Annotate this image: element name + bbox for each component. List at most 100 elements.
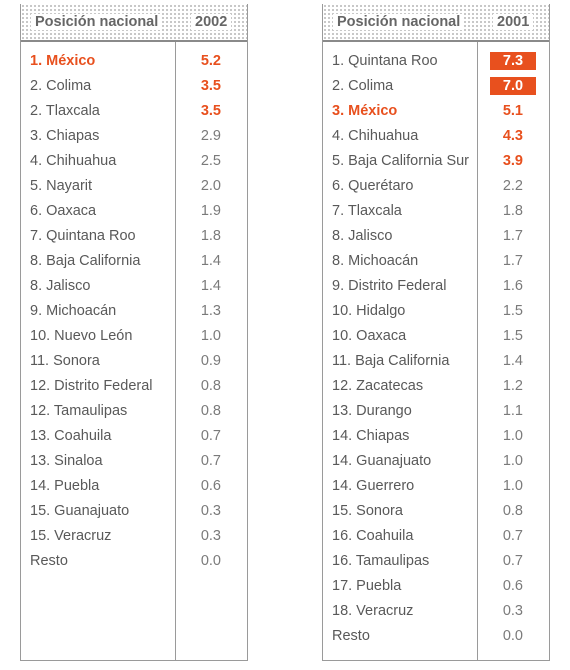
- row-name: 4. Chihuahua: [30, 153, 117, 169]
- row-name: 5. Baja California Sur: [332, 153, 470, 169]
- table-header: Posición nacional 2001: [323, 4, 549, 42]
- row-value: 2.5: [200, 153, 221, 169]
- table-row: 12. Zacatecas 1.2: [323, 375, 549, 400]
- table-row: 14. Guanajuato 1.0: [323, 450, 549, 475]
- table-row: 4. Chihuahua 4.3: [323, 125, 549, 150]
- table-row: 6. Oaxaca 1.9: [21, 200, 247, 225]
- row-name: 10. Nuevo León: [30, 328, 133, 344]
- row-name: 6. Querétaro: [332, 178, 414, 194]
- row-value: 1.7: [502, 253, 523, 269]
- row-value: 2.2: [502, 178, 523, 194]
- table-row: 5. Nayarit 2.0: [21, 175, 247, 200]
- row-name: 10. Oaxaca: [332, 328, 407, 344]
- row-value: 1.8: [200, 228, 221, 244]
- row-value: 1.8: [502, 203, 523, 219]
- row-name: 2. Tlaxcala: [30, 103, 100, 119]
- row-value: 5.1: [502, 103, 523, 119]
- row-name: 18. Veracruz: [332, 603, 414, 619]
- table-row: 13. Durango 1.1: [323, 400, 549, 425]
- row-name: 12. Tamaulipas: [30, 403, 128, 419]
- row-value: 1.9: [200, 203, 221, 219]
- column-divider: [477, 42, 478, 660]
- row-name: 6. Oaxaca: [30, 203, 97, 219]
- row-name: 5. Nayarit: [30, 178, 93, 194]
- row-name: Resto: [332, 628, 370, 644]
- row-value: 1.4: [200, 253, 221, 269]
- row-name: 7. Tlaxcala: [332, 203, 402, 219]
- row-name: 1. Quintana Roo: [332, 53, 438, 69]
- row-value: 3.9: [502, 153, 523, 169]
- row-name: 14. Guanajuato: [332, 453, 432, 469]
- row-name: 12. Distrito Federal: [30, 378, 153, 394]
- table-row: 10. Nuevo León 1.0: [21, 325, 247, 350]
- table-row: 13. Coahuila 0.7: [21, 425, 247, 450]
- row-name: Resto: [30, 553, 68, 569]
- header-year: 2001: [493, 14, 534, 30]
- row-value: 0.0: [200, 553, 221, 569]
- row-value: 1.4: [200, 278, 221, 294]
- row-name: 8. Michoacán: [332, 253, 419, 269]
- row-name: 11. Sonora: [30, 353, 100, 369]
- table-row: 15. Guanajuato 0.3: [21, 500, 247, 525]
- row-name: 7. Quintana Roo: [30, 228, 136, 244]
- table-row: 15. Veracruz 0.3: [21, 525, 247, 550]
- table-row: 7. Tlaxcala 1.8: [323, 200, 549, 225]
- row-value: 0.3: [200, 503, 221, 519]
- header-label: Posición nacional: [333, 14, 465, 30]
- row-name: 1. México: [30, 53, 96, 69]
- row-value: 7.3: [490, 52, 536, 70]
- row-name: 17. Puebla: [332, 578, 402, 594]
- table-row: 2. Colima 7.0: [323, 75, 549, 100]
- table-row: 3. Chiapas 2.9: [21, 125, 247, 150]
- table-row: 4. Chihuahua 2.5: [21, 150, 247, 175]
- row-value: 1.0: [200, 328, 221, 344]
- table-row: 10. Hidalgo 1.5: [323, 300, 549, 325]
- table-body: 1. Quintana Roo 7.3 2. Colima 7.0 3. México 5…: [323, 50, 549, 650]
- row-value: 1.2: [502, 378, 523, 394]
- row-name: 15. Guanajuato: [30, 503, 130, 519]
- row-value: 0.7: [502, 528, 523, 544]
- row-name: 12. Zacatecas: [332, 378, 424, 394]
- row-value: 1.3: [200, 303, 221, 319]
- table-row: 9. Michoacán 1.3: [21, 300, 247, 325]
- row-value: 1.5: [502, 303, 523, 319]
- row-name: 8. Baja California: [30, 253, 141, 269]
- table-row: 14. Puebla 0.6: [21, 475, 247, 500]
- row-value: 0.7: [200, 453, 221, 469]
- row-name: 14. Guerrero: [332, 478, 415, 494]
- row-value: 1.0: [502, 478, 523, 494]
- table-row: 8. Michoacán 1.7: [323, 250, 549, 275]
- row-name: 16. Coahuila: [332, 528, 414, 544]
- column-divider: [175, 42, 176, 660]
- row-name: 16. Tamaulipas: [332, 553, 430, 569]
- table-row: 8. Jalisco 1.7: [323, 225, 549, 250]
- row-value: 5.2: [200, 53, 221, 69]
- row-value: 1.6: [502, 278, 523, 294]
- table-row: 8. Jalisco 1.4: [21, 275, 247, 300]
- row-value: 0.3: [502, 603, 523, 619]
- table-row: 13. Sinaloa 0.7: [21, 450, 247, 475]
- row-value: 0.7: [200, 428, 221, 444]
- ranking-table-2001: Posición nacional 2001 1. Quintana Roo 7.…: [322, 4, 550, 661]
- table-row: 11. Baja California 1.4: [323, 350, 549, 375]
- row-value: 2.9: [200, 128, 221, 144]
- table-row: 12. Distrito Federal 0.8: [21, 375, 247, 400]
- row-name: 13. Durango: [332, 403, 412, 419]
- table-row: 9. Distrito Federal 1.6: [323, 275, 549, 300]
- row-value: 3.5: [200, 78, 221, 94]
- table-row: 2. Colima 3.5: [21, 75, 247, 100]
- ranking-table-2002: Posición nacional 2002 1. México 5.2 2. Co…: [20, 4, 248, 661]
- table-row: 12. Tamaulipas 0.8: [21, 400, 247, 425]
- table-row: 2. Tlaxcala 3.5: [21, 100, 247, 125]
- row-name: 13. Sinaloa: [30, 453, 103, 469]
- row-name: 15. Veracruz: [30, 528, 112, 544]
- row-value: 1.5: [502, 328, 523, 344]
- table-row: 6. Querétaro 2.2: [323, 175, 549, 200]
- row-name: 10. Hidalgo: [332, 303, 406, 319]
- table-row: 14. Chiapas 1.0: [323, 425, 549, 450]
- row-name: 9. Michoacán: [30, 303, 117, 319]
- table-row: 16. Tamaulipas 0.7: [323, 550, 549, 575]
- table-body: 1. México 5.2 2. Colima 3.5 2. Tlaxcala 3.5 3.…: [21, 50, 247, 575]
- table-row: 5. Baja California Sur 3.9: [323, 150, 549, 175]
- row-value: 1.0: [502, 453, 523, 469]
